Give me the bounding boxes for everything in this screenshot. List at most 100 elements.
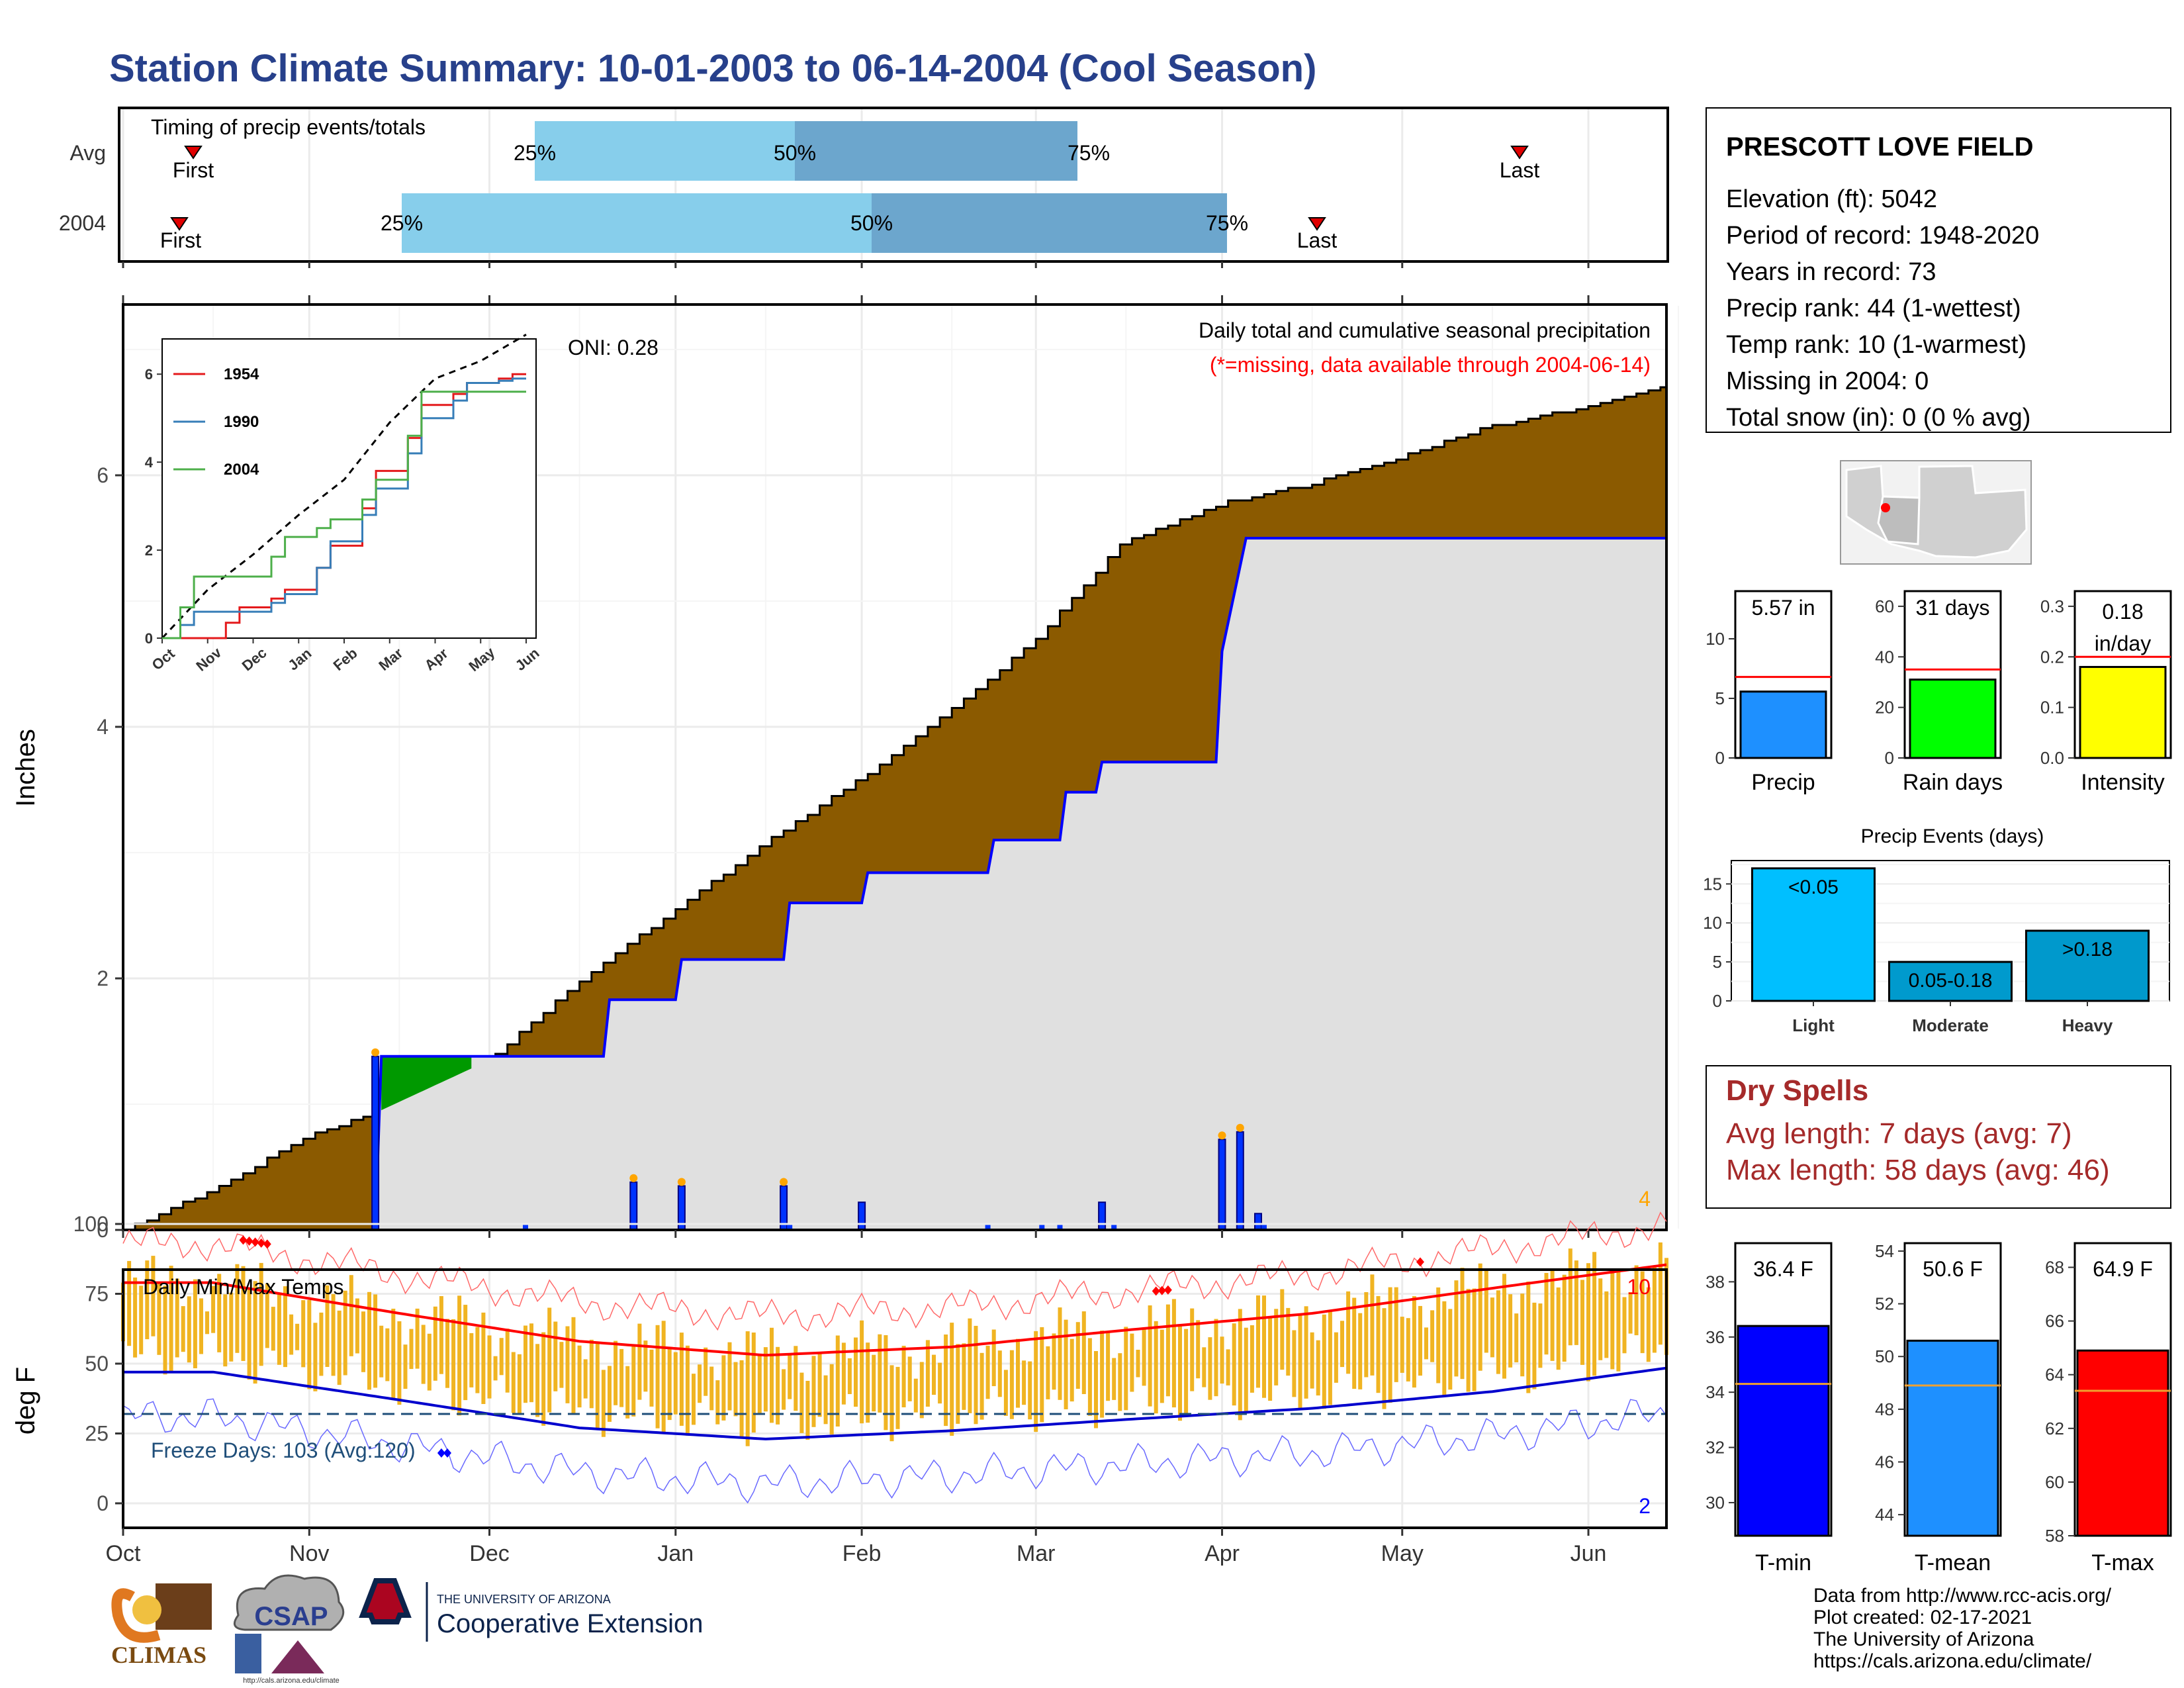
daily-temp-bar [811, 1356, 816, 1427]
daily-temp-bar [1016, 1338, 1020, 1408]
avg-last-label: Last [1500, 158, 1540, 182]
daily-temp-bar [481, 1312, 486, 1404]
events-bar-heavy [2025, 929, 2150, 1002]
daily-temp-bar [938, 1362, 942, 1404]
page-title: Station Climate Summary: 10-01-2003 to 0… [109, 47, 1317, 90]
daily-temp-bar [589, 1339, 594, 1409]
summary-bar-value-unit: in/day [2095, 632, 2151, 655]
daily-temp-bar [199, 1298, 203, 1354]
missing-count: 4 [1639, 1187, 1651, 1211]
temp-panel-frame [122, 1268, 1668, 1529]
cumulative-avg-line [123, 537, 1666, 1231]
daily-temp-bar [559, 1342, 564, 1388]
daily-temp-bar [619, 1348, 624, 1407]
y2004-first-label: First [160, 228, 201, 252]
inset-ytick-label: 6 [145, 366, 153, 383]
inset-legend-label: 2004 [224, 461, 259, 479]
station-info-line: Years in record: 73 [1726, 258, 1936, 286]
temp-ytick-label: 25 [85, 1422, 109, 1446]
daily-temp-bar [1400, 1317, 1404, 1373]
daily-temp-bar [535, 1344, 540, 1417]
daily-temp-bar [1165, 1304, 1170, 1397]
footer-line-1: Data from http://www.rcc-acis.org/ [1813, 1585, 2112, 1607]
daily-temp-bar [631, 1345, 636, 1417]
daily-temp-bar [776, 1346, 780, 1425]
temp-ytick-label: 0 [97, 1491, 109, 1515]
inset-legend-label: 1954 [224, 365, 259, 383]
temp-summary-tick-label: 44 [1875, 1505, 1894, 1524]
daily-temp-bar [1658, 1242, 1662, 1345]
daily-temp-bar [991, 1329, 996, 1386]
daily-temp-bar [1087, 1338, 1092, 1416]
daily-temp-bar [860, 1320, 864, 1424]
record-low-marker-icon [437, 1448, 445, 1458]
temp-summary-bar-t-min [1737, 1325, 1830, 1537]
daily-temp-bar [1256, 1295, 1260, 1388]
daily-temp-bar [637, 1323, 642, 1400]
daily-temp-bar [1412, 1296, 1416, 1388]
daily-temp-bar [1058, 1307, 1062, 1400]
timing-row-2004: 2004 [59, 211, 106, 235]
daily-temp-bar [782, 1369, 786, 1410]
ua-big-text: Cooperative Extension [437, 1609, 703, 1638]
daily-temp-bar [469, 1333, 474, 1387]
location-map [1840, 460, 2032, 565]
daily-temp-bar [511, 1352, 516, 1413]
precip-panel-frame [122, 303, 1668, 1231]
daily-temp-bar [1496, 1290, 1500, 1374]
daily-temp-bar [1009, 1350, 1014, 1419]
daily-temp-bar [1652, 1265, 1657, 1353]
daily-temp-bar [1075, 1322, 1080, 1389]
daily-temp-bar [788, 1354, 792, 1399]
temp-summary-charts: 36.4 F 30 32 34 36 38 T-min 50.6 F 44 46 48 50 52 54 T… [1706, 1241, 2172, 1575]
daily-temp-bar [211, 1286, 216, 1333]
daily-temp-bar [205, 1311, 209, 1335]
daily-precip-bar-trace [1261, 1225, 1267, 1230]
summary-bar-tick-label: 0.3 [2040, 596, 2064, 616]
daily-temp-bar [253, 1281, 257, 1384]
daily-temp-bar [577, 1345, 582, 1408]
daily-temp-bar [421, 1325, 426, 1384]
temp-ylabel: deg F [11, 1367, 40, 1434]
daily-temp-bar [1604, 1291, 1609, 1358]
month-label: Oct [106, 1541, 141, 1566]
daily-temp-bar [1274, 1309, 1279, 1385]
precip-caption: Daily total and cumulative seasonal prec… [1199, 318, 1651, 342]
daily-temp-bar [247, 1289, 251, 1380]
ua-logo: THE UNIVERSITY OF ARIZONA Cooperative Ex… [359, 1578, 703, 1642]
daily-precip-bar-trace [787, 1225, 793, 1230]
temp-summary-tick-label: 48 [1875, 1399, 1894, 1419]
footer-credits: Data from http://www.rcc-acis.org/ Plot … [1813, 1585, 2111, 1672]
summary-bar-tick-label: 20 [1875, 698, 1894, 718]
record-low-count: 2 [1639, 1494, 1651, 1518]
daily-temp-bar [277, 1292, 281, 1365]
daily-temp-bar [127, 1260, 132, 1346]
daily-temp-bar [439, 1296, 443, 1374]
daily-temp-bar [1352, 1297, 1357, 1389]
daily-temp-bar [565, 1326, 570, 1403]
record-high-marker-icon [251, 1237, 259, 1247]
station-info-line: Precip rank: 44 (1-wettest) [1726, 295, 2021, 322]
inset-series-1990-line [162, 377, 526, 639]
daily-temp-bar [181, 1306, 185, 1352]
daily-temp-bar [343, 1290, 347, 1376]
daily-temp-bar [1069, 1338, 1074, 1402]
daily-temp-bar [391, 1309, 396, 1399]
daily-temp-bar [493, 1356, 498, 1381]
month-label: Jun [1570, 1541, 1607, 1566]
daily-temp-bar [932, 1354, 936, 1395]
daily-temp-bar [913, 1378, 918, 1413]
daily-temp-bar [571, 1317, 576, 1415]
daily-temp-bar [145, 1260, 150, 1340]
daily-temp-bar [1442, 1301, 1447, 1397]
daily-temp-bar [583, 1359, 588, 1399]
month-label: Apr [1205, 1541, 1240, 1566]
daily-temp-bar [403, 1344, 408, 1389]
daily-temp-bar [884, 1335, 888, 1430]
daily-temp-bar [1238, 1309, 1242, 1421]
daily-temp-bar [409, 1329, 414, 1370]
daily-precip-bar [629, 1181, 638, 1231]
large-event-marker [780, 1178, 788, 1186]
daily-temp-bar [1598, 1278, 1603, 1360]
daily-temp-bar [169, 1266, 173, 1374]
